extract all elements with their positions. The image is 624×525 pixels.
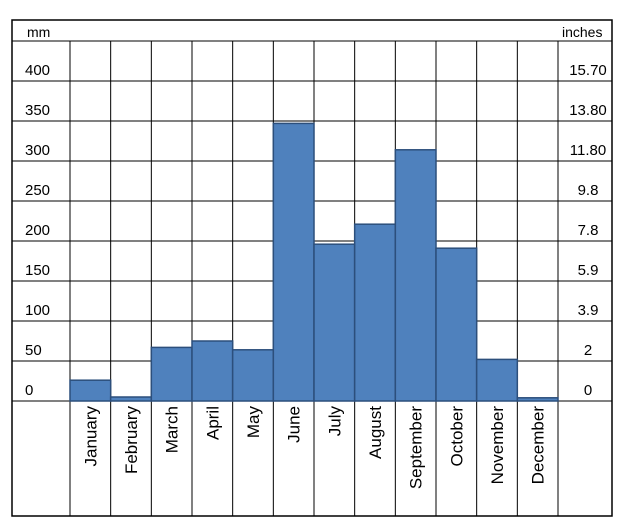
left-tick-label: 150 <box>25 262 50 279</box>
right-tick-label: 11.80 <box>570 142 606 159</box>
chart-frame <box>11 19 613 517</box>
right-tick-label: 2 <box>584 342 592 359</box>
bar-november <box>475 358 519 402</box>
bar-december <box>516 397 559 402</box>
right-tick-label: 7.8 <box>578 222 599 239</box>
left-tick-label: 400 <box>25 62 50 79</box>
left-unit-label: mm <box>27 24 50 40</box>
bar-may <box>231 349 275 402</box>
month-label: October <box>447 406 466 467</box>
month-label: November <box>488 406 507 485</box>
right-tick-label: 13.80 <box>569 102 607 119</box>
right-tick-label: 0 <box>584 382 592 399</box>
month-label: December <box>529 406 548 485</box>
bar-october <box>435 247 478 402</box>
bar-september <box>394 149 437 402</box>
bar-august <box>353 223 397 402</box>
bar-january <box>69 379 112 402</box>
month-label: July <box>325 406 344 437</box>
month-label: May <box>244 406 263 439</box>
month-label: August <box>366 406 385 459</box>
right-tick-label: 3.9 <box>578 302 599 319</box>
right-tick-label: 9.8 <box>578 182 599 199</box>
right-unit-label: inches <box>562 24 602 40</box>
bar-june <box>272 122 315 402</box>
month-label: September <box>407 406 426 489</box>
left-tick-label: 350 <box>25 102 50 119</box>
bar-march <box>150 346 193 402</box>
left-tick-label: 250 <box>25 182 50 199</box>
bar-february <box>109 396 153 402</box>
left-tick-label: 50 <box>25 342 42 359</box>
month-label: February <box>122 406 141 475</box>
bar-july <box>313 243 356 402</box>
left-tick-label: 0 <box>25 382 33 399</box>
month-label: April <box>203 406 222 440</box>
month-label: June <box>285 406 304 443</box>
left-tick-label: 100 <box>25 302 50 319</box>
bar-april <box>191 340 234 402</box>
right-tick-label: 5.9 <box>578 262 599 279</box>
right-tick-label: 15.70 <box>569 62 607 79</box>
left-tick-label: 200 <box>25 222 50 239</box>
month-label: January <box>81 406 100 467</box>
month-label: March <box>163 406 182 453</box>
left-tick-label: 300 <box>25 142 50 159</box>
